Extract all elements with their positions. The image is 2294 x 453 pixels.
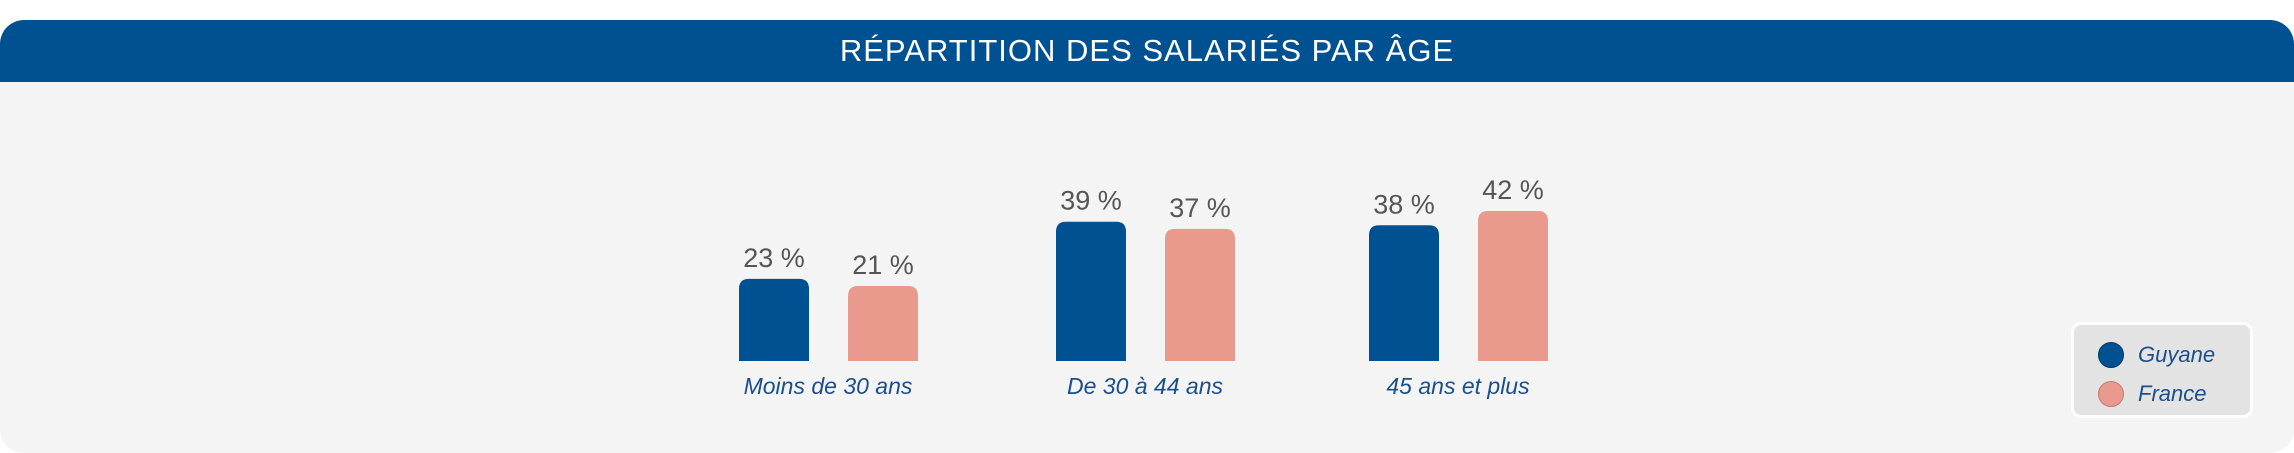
- legend-marker-france: [2098, 381, 2124, 407]
- value-label-guyane-1: 39 %: [1060, 186, 1122, 216]
- value-label-france-1: 37 %: [1169, 193, 1231, 223]
- value-label-guyane-2: 38 %: [1373, 189, 1435, 219]
- legend-item-guyane: Guyane: [2098, 340, 2215, 370]
- value-label-guyane-0: 23 %: [743, 243, 805, 273]
- value-label-france-0: 21 %: [852, 250, 914, 280]
- legend-item-france: France: [2098, 379, 2206, 409]
- category-label-1: De 30 à 44 ans: [1067, 373, 1224, 399]
- category-label-0: Moins de 30 ans: [744, 373, 913, 399]
- category-label-2: 45 ans et plus: [1386, 373, 1530, 399]
- chart-card: RÉPARTITION DES SALARIÉS PAR ÂGE: [0, 20, 2294, 453]
- chart-legend: Guyane France: [2071, 322, 2253, 418]
- bar-guyane-0: [739, 278, 809, 361]
- bar-france-1: [1165, 228, 1235, 361]
- legend-label-guyane: Guyane: [2138, 342, 2216, 367]
- legend-marker-guyane: [2098, 342, 2124, 368]
- value-label-france-2: 42 %: [1482, 175, 1544, 205]
- legend-label-france: France: [2138, 381, 2207, 406]
- bar-guyane-1: [1056, 221, 1126, 361]
- bar-france-2: [1478, 211, 1548, 361]
- bar-france-0: [848, 286, 918, 361]
- bar-guyane-2: [1369, 225, 1439, 361]
- chart-title: RÉPARTITION DES SALARIÉS PAR ÂGE: [0, 20, 2294, 82]
